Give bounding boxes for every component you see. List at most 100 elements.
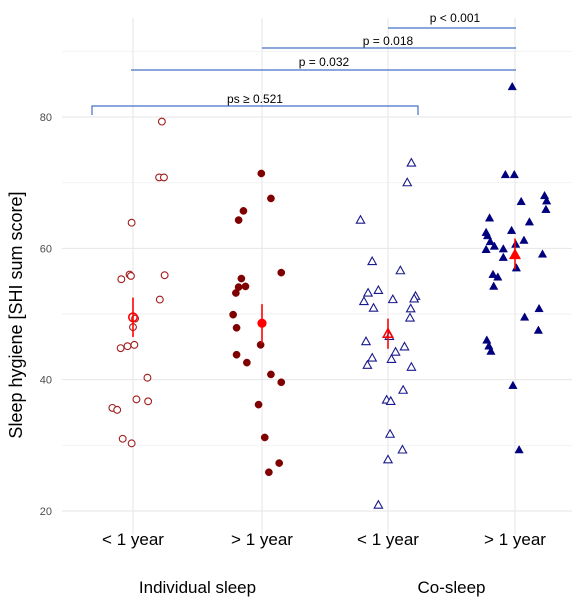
x-category-label: > 1 year <box>231 530 293 549</box>
data-point <box>396 266 404 273</box>
data-point <box>278 269 285 276</box>
p-value-label: p = 0.032 <box>299 55 350 69</box>
data-point <box>368 257 376 264</box>
data-point <box>242 283 249 290</box>
data-point <box>276 459 283 466</box>
data-point <box>267 195 274 202</box>
data-point <box>267 371 274 378</box>
data-point <box>391 348 399 355</box>
p-value-label: ps ≥ 0.521 <box>227 92 283 106</box>
data-point <box>512 264 520 271</box>
data-point <box>538 250 546 257</box>
data-point <box>119 435 126 442</box>
data-point <box>261 434 268 441</box>
data-point <box>128 440 135 447</box>
data-point <box>145 398 152 405</box>
data-point <box>258 170 265 177</box>
y-tick-label: 20 <box>40 506 52 518</box>
y-tick-label: 60 <box>40 243 52 255</box>
data-point <box>364 289 372 296</box>
data-point <box>118 276 125 283</box>
data-point <box>128 219 135 226</box>
data-point <box>507 226 515 233</box>
data-point <box>534 326 542 333</box>
data-point <box>128 273 135 280</box>
data-point <box>400 342 408 349</box>
data-point <box>235 216 242 223</box>
data-point <box>161 272 168 279</box>
data-point <box>230 311 237 318</box>
data-point <box>407 304 415 311</box>
p-value-label: p < 0.001 <box>430 11 481 25</box>
data-point <box>374 286 382 293</box>
data-point <box>278 379 285 386</box>
data-point <box>369 304 377 311</box>
y-tick-label: 80 <box>40 112 52 124</box>
data-point <box>243 359 250 366</box>
data-point <box>485 214 493 221</box>
data-point <box>483 336 491 343</box>
group-label: Co-sleep <box>417 578 485 597</box>
data-point <box>542 205 550 212</box>
data-point <box>510 170 518 177</box>
data-point <box>387 355 395 362</box>
data-point <box>520 236 528 243</box>
x-category-label: < 1 year <box>102 530 164 549</box>
comparison-bracket <box>92 106 418 115</box>
data-points <box>109 82 551 508</box>
y-axis-title: Sleep hygiene [SHI sum score] <box>6 191 26 438</box>
data-point <box>509 381 517 388</box>
data-point <box>363 361 371 368</box>
data-point <box>356 216 364 223</box>
data-point <box>403 178 411 185</box>
data-point <box>517 197 525 204</box>
data-point <box>525 218 533 225</box>
data-point <box>255 401 262 408</box>
data-point <box>374 501 382 508</box>
comparison-brackets: ps ≥ 0.521 p = 0.032 p = 0.018 p < 0.001 <box>92 11 516 115</box>
data-point <box>389 295 397 302</box>
data-point <box>535 304 543 311</box>
data-point <box>144 374 151 381</box>
data-point <box>399 386 407 393</box>
data-point <box>158 118 165 125</box>
data-point <box>233 324 240 331</box>
data-point <box>257 341 264 348</box>
data-point <box>386 430 394 437</box>
data-point <box>265 469 272 476</box>
data-point <box>368 354 376 361</box>
data-point <box>124 343 131 350</box>
mean-point <box>510 250 520 259</box>
data-point <box>232 289 239 296</box>
data-point <box>133 396 140 403</box>
data-point <box>114 406 121 413</box>
mean-point <box>257 319 266 328</box>
data-point <box>161 174 168 181</box>
data-point <box>515 446 523 453</box>
data-point <box>117 345 124 352</box>
data-point <box>407 159 415 166</box>
data-point <box>240 207 247 214</box>
group-labels: Individual sleep Co-sleep <box>139 578 486 597</box>
group-label: Individual sleep <box>139 578 256 597</box>
data-point <box>490 282 498 289</box>
data-point <box>407 363 415 370</box>
y-axis-ticks: 20 40 60 80 <box>40 112 52 518</box>
x-axis-categories: < 1 year > 1 year < 1 year > 1 year <box>102 530 546 549</box>
data-point <box>238 275 245 282</box>
data-point <box>406 314 414 321</box>
p-value-label: p = 0.018 <box>363 34 414 48</box>
x-category-label: < 1 year <box>357 530 419 549</box>
y-tick-label: 40 <box>40 375 52 387</box>
data-point <box>131 341 138 348</box>
data-point <box>362 337 370 344</box>
mean-markers <box>129 238 520 348</box>
data-point <box>501 170 509 177</box>
data-point <box>360 297 368 304</box>
data-point <box>398 446 406 453</box>
data-point <box>156 296 163 303</box>
data-point <box>233 351 240 358</box>
data-point <box>499 253 507 260</box>
x-category-label: > 1 year <box>484 530 546 549</box>
